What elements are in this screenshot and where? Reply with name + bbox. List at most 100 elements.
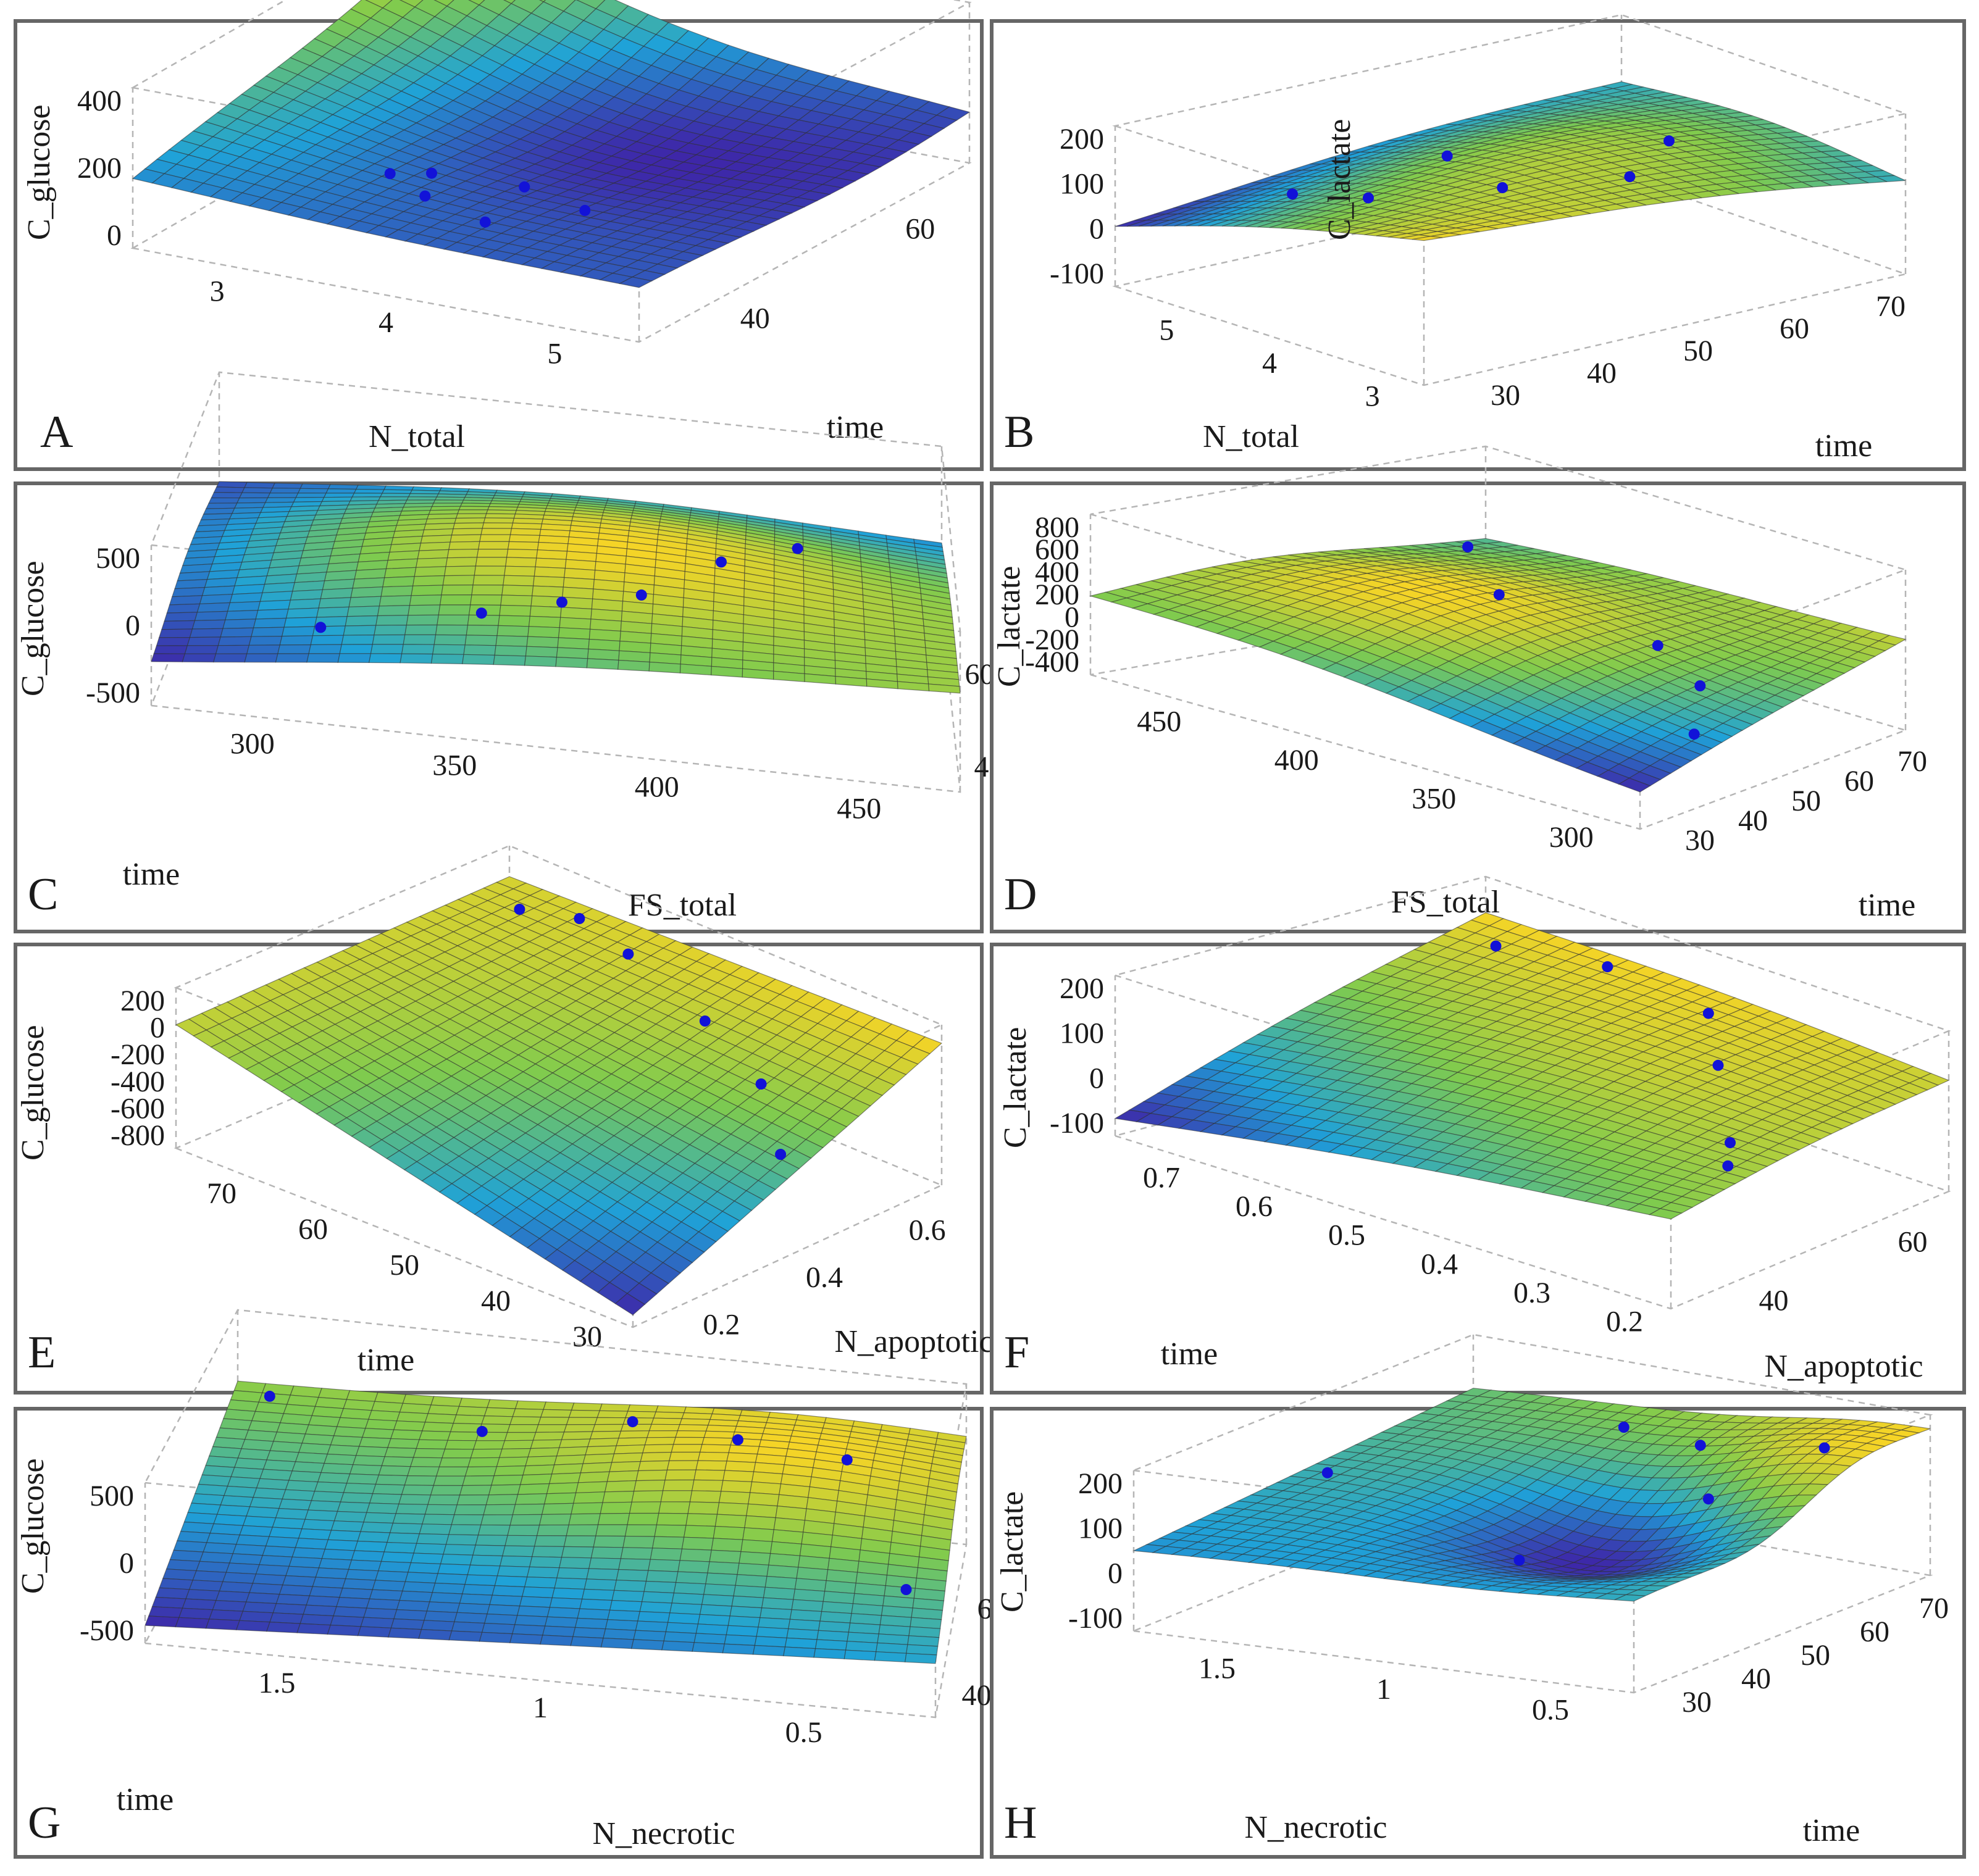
surface-patch — [485, 1494, 519, 1506]
surface-patch — [563, 1424, 596, 1433]
surface-patch — [495, 635, 529, 647]
surface-patch — [354, 1540, 388, 1553]
surface-patch — [351, 493, 383, 498]
surface-patch — [617, 659, 650, 672]
data-point — [1624, 171, 1636, 183]
data-points — [1287, 135, 1675, 204]
surface-patch — [182, 653, 217, 663]
data-point — [1287, 188, 1298, 200]
surface-patch — [483, 517, 515, 523]
surface-patch — [645, 1570, 679, 1583]
y-axis-label: time — [1859, 888, 1915, 923]
surface-patch — [536, 1524, 569, 1536]
y-tick-label: 0.4 — [806, 1261, 843, 1294]
surface-patch — [514, 1493, 548, 1505]
data-point — [1462, 541, 1474, 552]
surface-patch — [492, 1585, 525, 1597]
surface-patch — [627, 1512, 659, 1525]
surface-patch — [700, 1444, 732, 1453]
surface-patch — [508, 534, 540, 543]
surface-patch — [156, 636, 191, 646]
surface-patch — [445, 1534, 479, 1546]
z-tick-label: 0 — [1089, 212, 1104, 245]
surface-patch — [459, 1593, 493, 1606]
surface-patch — [664, 1469, 697, 1481]
surface-patch — [526, 1566, 560, 1578]
surface-mesh — [144, 1380, 967, 1664]
surface-patch — [691, 1479, 724, 1492]
surface-patch — [196, 602, 231, 613]
surface-patch — [501, 1440, 534, 1449]
x-tick-label: 0.3 — [1513, 1277, 1550, 1309]
y-tick-label: 40 — [1759, 1285, 1789, 1317]
surface-patch — [277, 644, 312, 654]
surface-patch — [279, 635, 314, 646]
surface-patch — [380, 585, 414, 597]
surface-patch — [398, 1494, 432, 1505]
surface-patch — [406, 496, 438, 501]
surface-patch — [740, 1539, 773, 1554]
data-point — [476, 1425, 488, 1437]
surface-patch — [467, 1457, 500, 1468]
data-point — [627, 1416, 638, 1428]
surface-patch — [399, 1590, 433, 1603]
y-tick-label: 70 — [1897, 745, 1927, 778]
surface-patch — [311, 1491, 345, 1503]
surface-patch — [556, 1567, 590, 1580]
surface-patch — [737, 1562, 769, 1577]
surface-patch — [721, 1480, 753, 1493]
surface-patch — [455, 513, 487, 519]
surface-patch — [675, 1430, 707, 1438]
surface-patch — [543, 1492, 577, 1505]
surface-patch — [593, 1535, 626, 1548]
surface-patch — [352, 577, 385, 589]
surface-patch — [669, 1451, 701, 1462]
surface-patch — [654, 1524, 687, 1538]
surface-patch — [524, 656, 558, 667]
surface-patch — [382, 489, 413, 494]
surface-patch — [456, 1406, 488, 1417]
surface-patch — [402, 1581, 436, 1593]
surface-patch — [424, 1504, 458, 1515]
surface-patch — [609, 1599, 643, 1612]
x-tick-label: 50 — [390, 1249, 419, 1282]
surface-patch — [343, 1483, 377, 1495]
surface-patch — [716, 1502, 749, 1517]
surface-patch — [241, 487, 274, 494]
surface-patch — [186, 636, 221, 646]
surface-patch — [481, 1415, 514, 1425]
surface-patch — [512, 1408, 544, 1418]
x-tick-label: 4 — [1262, 347, 1277, 380]
x-tick-label: 3 — [210, 275, 225, 307]
surface-patch — [505, 557, 537, 567]
surface-patch — [556, 647, 589, 659]
z-tick-label: 0 — [107, 219, 122, 252]
surface-patch — [380, 1551, 414, 1564]
x-tick-label: 70 — [207, 1177, 236, 1210]
surface-patch — [440, 594, 472, 606]
surface-patch — [166, 603, 201, 614]
panel-f: 2001000-1000.70.60.50.40.30.24060C_lacta… — [990, 875, 1966, 1394]
data-point — [475, 607, 487, 619]
surface-patch — [481, 1622, 516, 1635]
surface-patch — [746, 1503, 778, 1519]
surface-patch — [484, 1613, 518, 1625]
surface-patch — [533, 566, 566, 578]
surface-patch — [527, 1447, 560, 1457]
surface-patch — [236, 497, 269, 504]
x-tick-label: 0.4 — [1421, 1248, 1458, 1280]
surface-patch — [472, 1545, 506, 1557]
surface-patch — [509, 1416, 542, 1425]
surface-patch — [244, 653, 278, 663]
surface-patch — [479, 1632, 513, 1643]
surface-patch — [434, 1573, 469, 1585]
surface-patch — [470, 1448, 503, 1459]
surface-patch — [590, 1546, 624, 1559]
surface-patch — [695, 1460, 727, 1471]
surface-mesh — [132, 0, 971, 288]
surface-patch — [310, 635, 345, 646]
surface-patch — [239, 1611, 274, 1623]
surface-patch — [551, 1587, 585, 1600]
surface-patch — [533, 1535, 567, 1548]
